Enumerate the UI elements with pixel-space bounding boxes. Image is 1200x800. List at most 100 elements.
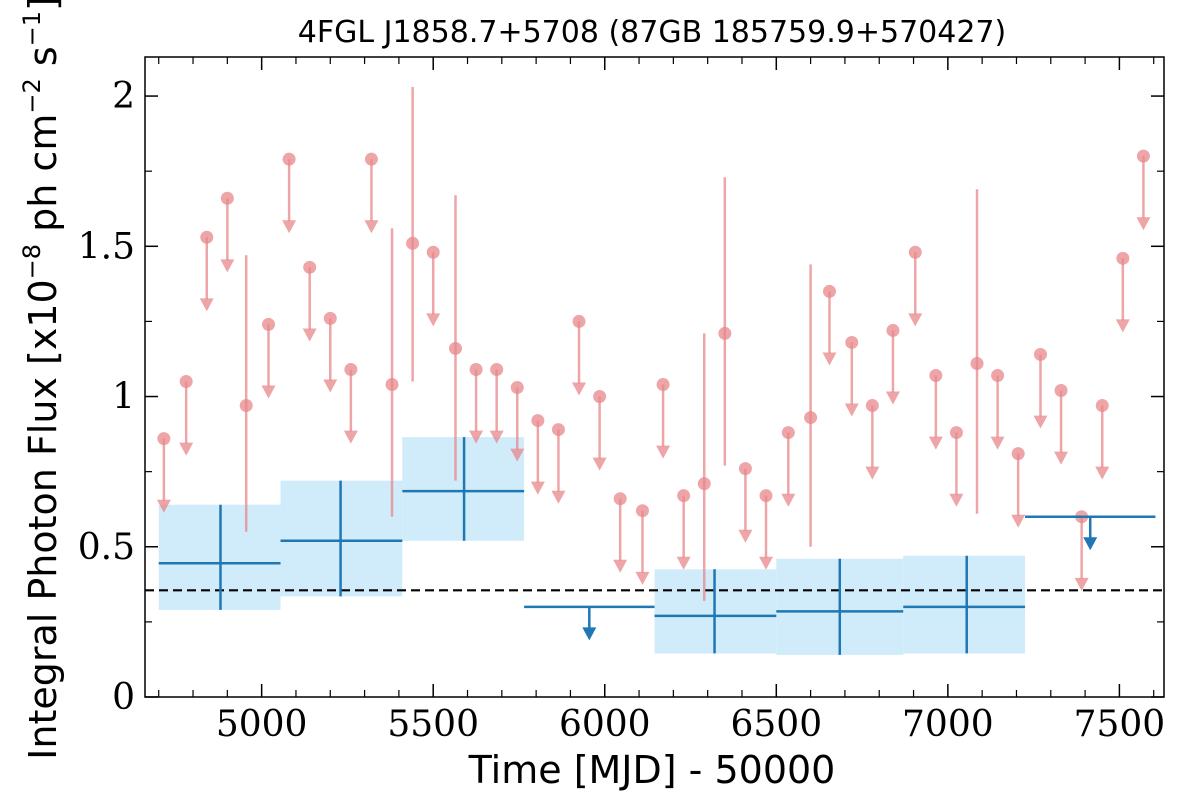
- x-axis-label: Time [MJD] - 50000: [468, 748, 836, 792]
- upper-limit-arrowhead: [156, 499, 171, 513]
- upper-limit-arrowhead: [1115, 319, 1130, 333]
- short-bin-upper-limit: [1074, 510, 1089, 591]
- short-bin-marker: [970, 356, 984, 370]
- short-bin-upper-limit: [343, 362, 358, 444]
- short-bin-upper-limit: [990, 368, 1005, 450]
- upper-limit-arrowhead: [1033, 415, 1048, 429]
- short-bin-upper-limit: [949, 426, 964, 507]
- short-bin-upper-limit: [676, 489, 691, 570]
- long-bin-upper-limit: [524, 605, 655, 641]
- short-bin-upper-limit: [551, 423, 566, 504]
- short-bin-marker: [759, 489, 773, 503]
- short-bin-points: [156, 87, 1151, 601]
- upper-limit-arrowhead: [179, 442, 194, 456]
- short-bin-upper-limit: [822, 284, 837, 366]
- long-bin-detection: [402, 437, 525, 541]
- x-tick-label: 5000: [216, 704, 308, 745]
- upper-limit-arrowhead: [1083, 537, 1098, 551]
- short-bin-detection: [718, 177, 732, 466]
- short-bin-upper-limit: [530, 414, 545, 495]
- upper-limit-arrowhead: [343, 430, 358, 444]
- short-bin-marker: [426, 245, 440, 259]
- short-bin-marker: [1054, 384, 1068, 398]
- upper-limit-arrowhead: [323, 379, 338, 393]
- short-bin-upper-limit: [738, 462, 753, 543]
- short-bin-marker: [781, 426, 795, 440]
- short-bin-marker: [179, 375, 193, 389]
- y-axis-label: Integral Photon Flux [x10−8 ph cm−2 s−1]: [18, 0, 65, 760]
- short-bin-marker: [697, 477, 711, 491]
- x-tick-label: 6000: [559, 704, 651, 745]
- plot-frame: [144, 56, 1165, 698]
- upper-limit-arrowhead: [928, 436, 943, 450]
- short-bin-upper-limit: [323, 311, 338, 393]
- upper-limit-arrowhead: [261, 385, 276, 399]
- short-bin-marker: [406, 236, 420, 250]
- long-bin-upper-limit: [1025, 515, 1156, 551]
- short-bin-upper-limit: [865, 399, 880, 480]
- upper-limit-arrowhead: [1095, 466, 1110, 480]
- short-bin-detection: [970, 189, 984, 514]
- short-bin-marker: [262, 317, 276, 331]
- short-bin-marker: [738, 462, 752, 476]
- short-bin-upper-limit: [220, 191, 235, 273]
- short-bin-upper-limit: [635, 504, 650, 585]
- short-bin-marker: [551, 423, 565, 437]
- upper-limit-arrowhead: [489, 430, 504, 444]
- short-bin-marker: [200, 230, 214, 244]
- short-bin-marker: [804, 411, 818, 425]
- short-bin-marker: [908, 245, 922, 259]
- y-axis-label-exp1: −8: [18, 244, 46, 279]
- upper-limit-arrowhead: [1074, 577, 1089, 591]
- upper-limit-arrowhead: [738, 529, 753, 543]
- short-bin-upper-limit: [885, 323, 900, 405]
- upper-limit-arrowhead: [990, 436, 1005, 450]
- short-bin-upper-limit: [489, 362, 504, 444]
- short-bin-marker: [385, 378, 399, 392]
- short-bin-marker: [949, 426, 963, 440]
- y-axis-label-end: ]: [21, 0, 65, 11]
- short-bin-marker: [1011, 447, 1025, 461]
- short-bin-marker: [490, 362, 504, 376]
- short-bin-detection: [406, 87, 420, 382]
- upper-limit-arrowhead: [220, 259, 235, 273]
- short-bin-upper-limit: [510, 381, 525, 462]
- y-axis-label-mid: ph cm: [21, 114, 65, 244]
- long-bin-detection: [654, 569, 777, 654]
- short-bin-upper-limit: [199, 230, 214, 312]
- upper-limit-arrowhead: [1136, 217, 1151, 231]
- upper-limit-arrowhead: [199, 298, 214, 312]
- upper-limit-arrowhead: [1054, 451, 1069, 465]
- short-bin-marker: [677, 489, 691, 503]
- long-bin-detection: [903, 555, 1026, 654]
- short-bin-marker: [929, 368, 943, 382]
- y-axis-label-mid2: s: [21, 46, 65, 78]
- short-bin-upper-limit: [179, 375, 194, 456]
- upper-limit-arrowhead: [282, 220, 297, 234]
- long-bin-band: [903, 555, 1026, 654]
- short-bin-upper-limit: [156, 432, 171, 513]
- upper-limit-arrowhead: [822, 352, 837, 366]
- short-bin-detection: [239, 255, 253, 532]
- short-bin-marker: [1033, 347, 1047, 361]
- short-bin-upper-limit: [759, 489, 774, 570]
- short-bin-detection: [697, 333, 711, 601]
- upper-limit-arrowhead: [510, 448, 525, 462]
- short-bin-upper-limit: [1033, 347, 1048, 429]
- short-bin-upper-limit: [1095, 399, 1110, 480]
- short-bin-marker: [364, 152, 378, 166]
- y-tick-label: 0: [112, 677, 135, 718]
- short-bin-marker: [449, 341, 463, 355]
- upper-limit-arrowhead: [592, 457, 607, 471]
- short-bin-marker: [1095, 399, 1109, 413]
- upper-limit-arrowhead: [1011, 514, 1026, 528]
- x-tick-label: 5500: [387, 704, 479, 745]
- short-bin-upper-limit: [1011, 447, 1026, 528]
- short-bin-marker: [220, 191, 234, 205]
- upper-limit-arrowhead: [759, 556, 774, 570]
- short-bin-marker: [323, 311, 337, 325]
- short-bin-marker: [613, 492, 627, 506]
- short-bin-marker: [282, 152, 296, 166]
- short-bin-upper-limit: [908, 245, 923, 327]
